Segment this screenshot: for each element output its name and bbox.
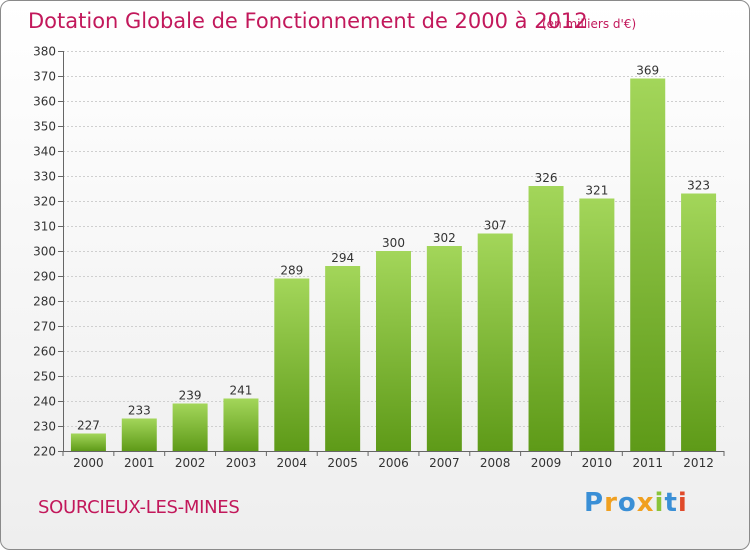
x-tick-label: 2012 (683, 456, 714, 470)
x-tick-label: 2011 (632, 456, 663, 470)
bar (579, 198, 615, 451)
bar-value-label: 227 (77, 419, 100, 433)
x-tick-label: 2008 (480, 456, 511, 470)
axes: 220 230 240 250 260 270 280 290 300 310 320 330 340 3… (33, 45, 725, 470)
y-tick-label: 380 (33, 45, 56, 59)
bar-value-label: 294 (331, 251, 354, 265)
bar-value-label: 289 (280, 264, 303, 278)
bar-value-label: 307 (484, 219, 507, 233)
x-tick-label: 2002 (175, 456, 206, 470)
y-tick-label: 320 (33, 195, 56, 209)
bar (172, 403, 208, 451)
brand-letter: x (636, 488, 655, 518)
brand-logo[interactable]: Proxiti (584, 488, 688, 518)
y-tick-label: 330 (33, 170, 56, 184)
bar-value-label: 300 (382, 236, 405, 250)
bar (376, 251, 411, 451)
bar (630, 78, 666, 451)
bar (528, 186, 564, 451)
bars (70, 78, 717, 451)
bar (274, 278, 310, 451)
brand-letter: r (604, 488, 618, 518)
y-tick-label: 270 (33, 320, 56, 334)
bar (477, 233, 513, 451)
bar (121, 418, 157, 451)
bar-value-label: 323 (687, 179, 710, 193)
x-tick-label: 2000 (73, 456, 104, 470)
x-tick-label: 2009 (531, 456, 562, 470)
y-tick-label: 240 (33, 395, 56, 409)
labels: 227 233 239 241 289 294 300 302 307 326 321 369 323 (77, 64, 710, 433)
bar (426, 246, 462, 451)
y-tick-label: 220 (33, 445, 56, 459)
bar-value-label: 239 (179, 389, 202, 403)
bar-value-label: 241 (230, 384, 253, 398)
y-tick-label: 360 (33, 95, 56, 109)
brand-letter: o (617, 488, 637, 518)
y-tick-label: 260 (33, 345, 56, 359)
brand-letter: P (584, 488, 605, 518)
y-tick-label: 350 (33, 120, 56, 134)
y-tick-label: 310 (33, 220, 56, 234)
chart-title: Dotation Globale de Fonctionnement de 20… (28, 9, 588, 33)
bar (70, 433, 106, 451)
bar-value-label: 321 (585, 184, 608, 198)
y-tick-label: 300 (33, 245, 56, 259)
brand-letter: i (654, 488, 665, 518)
x-tick-label: 2003 (226, 456, 257, 470)
x-tick-label: 2001 (124, 456, 155, 470)
x-tick-label: 2007 (429, 456, 460, 470)
x-tick-label: 2006 (378, 456, 409, 470)
y-tick-label: 250 (33, 370, 56, 384)
x-tick-label: 2005 (327, 456, 358, 470)
commune-name: SOURCIEUX-LES-MINES (38, 497, 240, 518)
bar-value-label: 369 (636, 64, 659, 78)
bar-value-label: 326 (535, 171, 558, 185)
brand-letter: i (677, 488, 688, 518)
bar (681, 193, 717, 451)
x-tick-label: 2010 (582, 456, 613, 470)
y-tick-label: 370 (33, 70, 56, 84)
bar-value-label: 302 (433, 231, 456, 245)
y-tick-label: 280 (33, 295, 56, 309)
bar (325, 266, 361, 451)
x-tick-label: 2004 (277, 456, 308, 470)
brand-letter: t (664, 488, 678, 518)
bar-value-label: 233 (128, 404, 151, 418)
y-tick-label: 340 (33, 145, 56, 159)
y-tick-label: 290 (33, 270, 56, 284)
y-tick-label: 230 (33, 420, 56, 434)
chart-unit: (en milliers d'€) (542, 17, 637, 31)
bar (223, 398, 259, 451)
